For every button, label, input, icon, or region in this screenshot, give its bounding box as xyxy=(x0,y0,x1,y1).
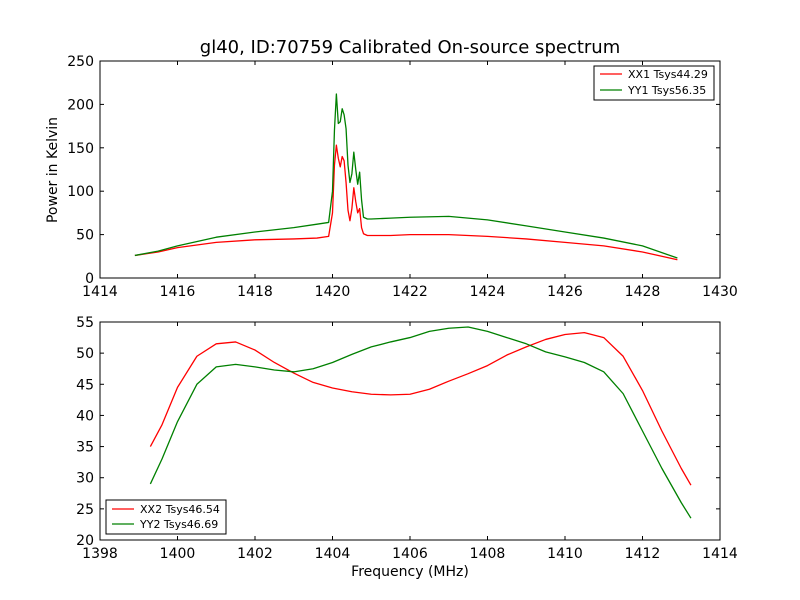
series-line-xx2 xyxy=(149,331,692,486)
top-axis-ticks: 1414 1416 1418 1420 1422 1424 1426 1428 1430 0 50 1… xyxy=(67,54,738,300)
chart-title: gl40, ID:70759 Calibrated On-source spec… xyxy=(200,37,620,58)
series-line-xx1 xyxy=(134,144,678,261)
x-tick-label: 1398 xyxy=(82,546,118,562)
x-tick-label: 1408 xyxy=(470,546,506,562)
x-tick-label: 1416 xyxy=(160,284,196,300)
y-tick-label: 20 xyxy=(76,533,94,549)
y-tick-label: 150 xyxy=(67,141,94,157)
series-line-yy1 xyxy=(134,93,678,259)
y-tick-label: 50 xyxy=(76,346,94,362)
bottom-plot: 1398 1400 1402 1404 1406 1408 1410 1412 1414 20 25… xyxy=(76,315,738,580)
x-tick-label: 1424 xyxy=(470,284,506,300)
bottom-series-group xyxy=(149,326,692,519)
legend-label-xx2: XX2 Tsys46.54 xyxy=(140,503,220,516)
x-tick-label: 1418 xyxy=(237,284,273,300)
y-tick-label: 30 xyxy=(76,471,94,487)
x-tick-label: 1404 xyxy=(315,546,351,562)
x-tick-label: 1402 xyxy=(237,546,273,562)
bottom-legend-box xyxy=(105,499,227,535)
x-tick-label: 1420 xyxy=(315,284,351,300)
bottom-legend: XX2 Tsys46.54 YY2 Tsys46.69 xyxy=(105,499,227,535)
x-tick-label: 1430 xyxy=(702,284,738,300)
y-tick-label: 45 xyxy=(76,377,94,393)
x-tick-label: 1426 xyxy=(547,284,583,300)
y-tick-label: 0 xyxy=(85,271,94,287)
legend-label-xx1: XX1 Tsys44.29 xyxy=(628,68,708,81)
x-tick-label: 1422 xyxy=(392,284,428,300)
bottom-x-axis-label: Frequency (MHz) xyxy=(351,564,469,580)
y-tick-label: 250 xyxy=(67,54,94,70)
y-tick-label: 100 xyxy=(67,184,94,200)
y-tick-label: 40 xyxy=(76,408,94,424)
top-series-group xyxy=(134,93,678,261)
series-line-yy2 xyxy=(149,326,692,519)
y-tick-label: 35 xyxy=(76,440,94,456)
x-tick-label: 1410 xyxy=(547,546,583,562)
top-legend: XX1 Tsys44.29 YY1 Tsys56.35 xyxy=(593,65,715,101)
top-y-axis-label: Power in Kelvin xyxy=(45,117,61,223)
x-tick-label: 1428 xyxy=(625,284,661,300)
x-tick-label: 1414 xyxy=(82,284,118,300)
bottom-axis-ticks: 1398 1400 1402 1404 1406 1408 1410 1412 1414 20 25… xyxy=(76,315,738,562)
legend-label-yy1: YY1 Tsys56.35 xyxy=(627,84,706,97)
top-plot: gl40, ID:70759 Calibrated On-source spec… xyxy=(45,37,738,300)
legend-label-yy2: YY2 Tsys46.69 xyxy=(139,518,218,531)
x-tick-label: 1414 xyxy=(702,546,738,562)
x-tick-label: 1400 xyxy=(160,546,196,562)
top-legend-box xyxy=(593,65,715,101)
x-tick-label: 1412 xyxy=(625,546,661,562)
y-tick-label: 25 xyxy=(76,502,94,518)
y-tick-label: 55 xyxy=(76,315,94,331)
y-tick-label: 50 xyxy=(76,228,94,244)
x-tick-label: 1406 xyxy=(392,546,428,562)
y-tick-label: 200 xyxy=(67,97,94,113)
